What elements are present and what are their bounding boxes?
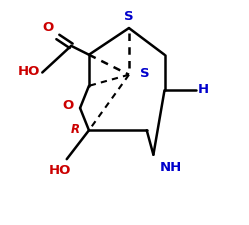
Text: O: O [42, 21, 53, 34]
Text: R: R [71, 123, 80, 136]
Text: S: S [124, 9, 134, 22]
Text: HO: HO [49, 164, 71, 177]
Text: H: H [198, 83, 209, 96]
Text: HO: HO [18, 65, 40, 78]
Text: NH: NH [160, 161, 182, 174]
Text: S: S [140, 67, 150, 80]
Text: O: O [62, 99, 73, 112]
